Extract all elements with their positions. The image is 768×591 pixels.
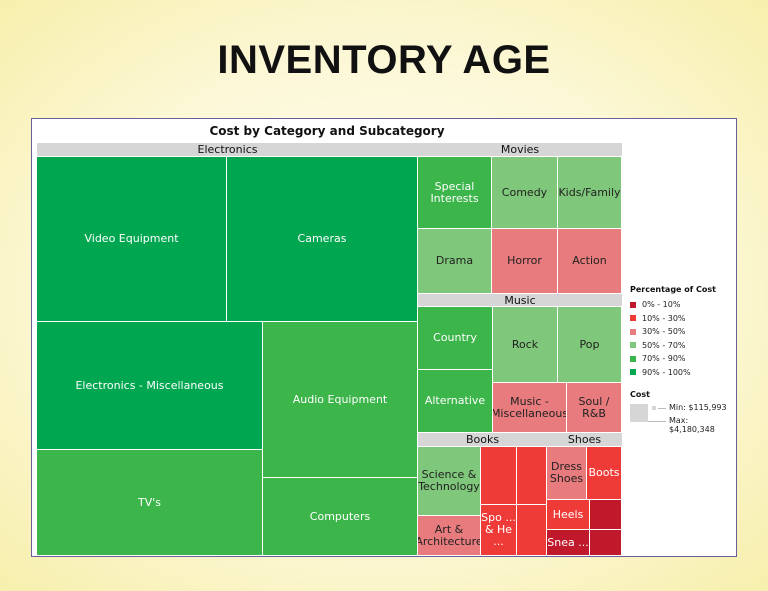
size-legend-max: Max: $4,180,348: [669, 416, 715, 434]
legend-item: 70% - 90%: [630, 354, 686, 363]
legend-label: 50% - 70%: [642, 340, 686, 350]
legend-item: 10% - 30%: [630, 314, 686, 323]
legend-label: 10% - 30%: [642, 313, 686, 323]
legend-label: 90% - 100%: [642, 367, 691, 377]
tile-label: Computers: [309, 509, 371, 523]
tile-label: Rock: [511, 337, 539, 351]
leader-line: [648, 421, 666, 422]
treemap-tile[interactable]: Kids/Family: [558, 157, 621, 228]
tile-label: TV's: [138, 495, 161, 509]
treemap-tile[interactable]: TV's: [37, 450, 262, 555]
legend-label: 70% - 90%: [642, 354, 686, 363]
treemap-tile[interactable]: Art & Architecture: [418, 516, 480, 555]
chart-title: Cost by Category and Subcategory: [209, 124, 445, 138]
treemap-tile[interactable]: Dress Shoes: [547, 447, 586, 499]
category-header-movies[interactable]: Movies: [418, 143, 622, 156]
legend-label: 0% - 10%: [642, 300, 681, 309]
size-legend-small-square: [652, 406, 656, 410]
treemap-tile[interactable]: Comedy: [492, 157, 557, 228]
tile-label: Boots: [588, 466, 620, 479]
treemap-tile[interactable]: Music - Miscellaneous: [493, 383, 566, 432]
legend-swatch: [630, 301, 636, 308]
category-header-music[interactable]: Music: [418, 294, 622, 307]
tile-label: Audio Equipment: [292, 392, 388, 406]
tile-label: Art & Architecture: [418, 522, 480, 548]
tile-label: Science & Technology: [418, 468, 480, 493]
treemap-tile[interactable]: Horror: [492, 229, 557, 293]
tile-label: Alternative: [424, 394, 486, 407]
treemap-tile[interactable]: Pop: [558, 307, 621, 382]
treemap-tile[interactable]: Rock: [493, 307, 557, 382]
treemap-tile[interactable]: [517, 447, 546, 504]
legend-label: 30% - 50%: [642, 327, 686, 336]
tile-label: Music - Miscellaneous: [493, 394, 566, 420]
tile-label: Video Equipment: [84, 232, 179, 245]
treemap-tile[interactable]: Audio Equipment: [263, 322, 417, 477]
treemap-tile[interactable]: [517, 505, 546, 555]
treemap-tile[interactable]: [590, 500, 621, 529]
leader-line: [658, 408, 666, 409]
tile-label: Cameras: [297, 232, 347, 245]
size-legend-large-square: [630, 404, 648, 422]
tile-label: Action: [572, 254, 607, 267]
treemap-tile[interactable]: [481, 447, 516, 504]
page-title: INVENTORY AGE: [217, 38, 551, 82]
legend-item: 30% - 50%: [630, 327, 686, 336]
tile-label: Snea ...: [547, 535, 589, 549]
category-header-books[interactable]: Books: [418, 433, 547, 446]
legend-swatch: [630, 342, 636, 348]
tile-label: Pop: [579, 337, 600, 351]
size-legend-title: Cost: [630, 390, 650, 399]
treemap-tile[interactable]: Computers: [263, 478, 417, 555]
treemap-tile[interactable]: Video Equipment: [37, 157, 226, 321]
legend-swatch: [630, 328, 636, 335]
tile-label: Soul / R&B: [578, 394, 610, 420]
chart-frame: Cost by Category and Subcategory Electro…: [31, 118, 737, 557]
category-header-shoes[interactable]: Shoes: [547, 433, 622, 446]
category-header-electronics[interactable]: Electronics: [37, 143, 418, 156]
treemap-tile[interactable]: Science & Technology: [418, 447, 480, 515]
treemap-tile[interactable]: Snea ...: [547, 530, 589, 555]
tile-label: Comedy: [501, 185, 548, 199]
treemap-tile[interactable]: Soul / R&B: [567, 383, 621, 432]
treemap-tile[interactable]: Country: [418, 307, 492, 369]
tile-label: Heels: [552, 507, 584, 521]
treemap-tile[interactable]: Special Interests: [418, 157, 491, 228]
legend-swatch: [630, 355, 636, 362]
tile-label: Country: [433, 331, 477, 344]
legend-item: 50% - 70%: [630, 341, 686, 350]
tile-label: Dress Shoes: [549, 460, 584, 485]
legend-item: 90% - 100%: [630, 368, 691, 377]
treemap-tile[interactable]: Electronics - Miscellaneous: [37, 322, 262, 449]
tile-label: Horror: [507, 254, 542, 267]
tile-label: Electronics - Miscellaneous: [75, 378, 224, 392]
color-legend-title: Percentage of Cost: [630, 285, 716, 294]
tile-label: Drama: [435, 254, 474, 267]
treemap-tile[interactable]: Alternative: [418, 370, 492, 432]
treemap-tile[interactable]: Action: [558, 229, 621, 293]
size-legend-min: Min: $115,993: [669, 403, 727, 412]
legend-swatch: [630, 315, 636, 321]
treemap-tile[interactable]: Spo ... & He ...: [481, 505, 516, 555]
legend-item: 0% - 10%: [630, 300, 680, 309]
treemap-tile[interactable]: Cameras: [227, 157, 417, 321]
treemap-tile[interactable]: Boots: [587, 447, 621, 499]
legend-swatch: [630, 369, 636, 375]
tile-label: Spo ... & He ...: [481, 511, 516, 548]
tile-label: Kids/Family: [558, 185, 621, 199]
treemap-tile[interactable]: [590, 530, 621, 555]
treemap-tile[interactable]: Heels: [547, 500, 589, 529]
treemap-tile[interactable]: Drama: [418, 229, 491, 293]
tile-label: Special Interests: [430, 179, 479, 205]
